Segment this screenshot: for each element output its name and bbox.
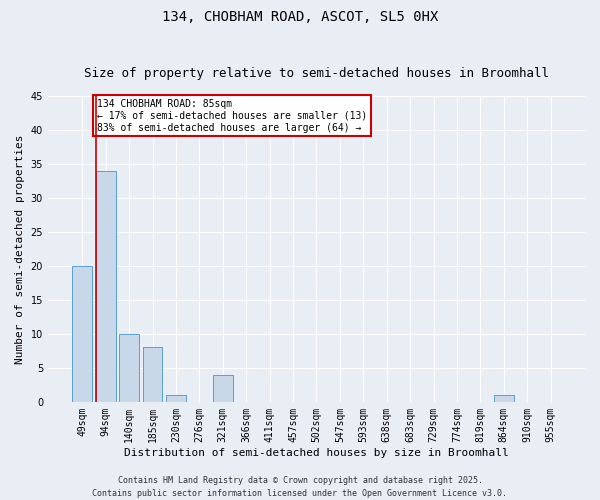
Text: Contains HM Land Registry data © Crown copyright and database right 2025.
Contai: Contains HM Land Registry data © Crown c… (92, 476, 508, 498)
Bar (73, 266, 92, 402)
Bar (143, 348, 163, 402)
Y-axis label: Number of semi-detached properties: Number of semi-detached properties (15, 134, 25, 364)
Bar (213, 374, 233, 402)
Bar (119, 334, 139, 402)
Text: 134, CHOBHAM ROAD, ASCOT, SL5 0HX: 134, CHOBHAM ROAD, ASCOT, SL5 0HX (162, 10, 438, 24)
Bar (494, 395, 514, 402)
X-axis label: Distribution of semi-detached houses by size in Broomhall: Distribution of semi-detached houses by … (124, 448, 509, 458)
Bar (166, 395, 186, 402)
Text: 134 CHOBHAM ROAD: 85sqm
← 17% of semi-detached houses are smaller (13)
83% of se: 134 CHOBHAM ROAD: 85sqm ← 17% of semi-de… (97, 100, 367, 132)
Bar (96, 170, 116, 402)
Title: Size of property relative to semi-detached houses in Broomhall: Size of property relative to semi-detach… (84, 66, 549, 80)
